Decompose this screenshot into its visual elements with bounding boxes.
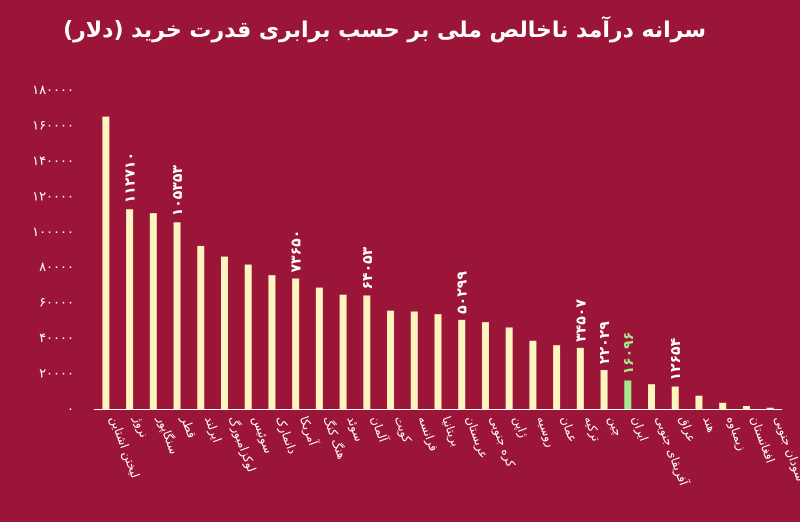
y-tick-label: ۰: [67, 402, 74, 417]
bar: [268, 275, 276, 409]
bar: [410, 311, 418, 409]
x-tick-label: عراق: [675, 414, 698, 444]
chart-title: سرانه درآمد ناخالص ملی بر حسب برابری قدر…: [63, 18, 706, 43]
x-tick-label: هند: [700, 414, 719, 434]
data-label: ۷۳۶۵۰: [289, 230, 305, 273]
x-tick-label: هنگ کنگ: [321, 414, 349, 461]
x-tick-label: روسیه: [533, 414, 558, 449]
y-tick-label: ۱۶۰۰۰۰: [32, 118, 74, 133]
bar: [553, 345, 561, 409]
x-tick-label: سنگاپور: [153, 413, 181, 456]
bar: [458, 319, 466, 409]
x-tick-label: نروژ: [129, 413, 151, 439]
bar: [529, 340, 537, 409]
x-tick-label: قطر: [177, 413, 199, 440]
x-tick-label: آمریکا: [296, 414, 322, 448]
x-tick-label: ایران: [628, 414, 651, 443]
data-label: ۶۴۰۵۳: [360, 246, 376, 289]
bar: [624, 380, 632, 409]
y-tick-label: ۱۰۰۰۰۰: [32, 225, 74, 240]
bar: [315, 287, 323, 409]
x-tick-label: آلمان: [368, 414, 391, 445]
bar: [766, 407, 774, 409]
bar: [339, 294, 347, 409]
x-tick-label: ترکیه: [581, 414, 604, 443]
bar: [742, 405, 750, 409]
bar: [387, 310, 395, 409]
y-tick-label: ۴۰۰۰۰: [39, 331, 74, 346]
bar: [600, 369, 608, 409]
bar: [220, 256, 228, 409]
y-tick-label: ۱۸۰۰۰۰: [32, 83, 74, 98]
bar: [719, 402, 727, 409]
x-tick-label: عمان: [558, 414, 580, 444]
bar: [481, 322, 489, 409]
data-label: ۳۴۵۰۷: [573, 299, 589, 342]
bar: [244, 264, 252, 409]
x-tick-label: سودان جنوبی: [770, 414, 800, 483]
bar: [197, 245, 205, 409]
x-tick-label: زیمباوه: [723, 414, 749, 453]
data-label: ۱۱۲۷۱۰: [123, 152, 139, 203]
y-tick-label: ۱۴۰۰۰۰: [32, 154, 74, 169]
bar: [149, 213, 157, 409]
x-tick-label: کویت: [391, 414, 414, 445]
data-label: ۲۲۰۲۹: [597, 321, 613, 364]
y-tick-label: ۸۰۰۰۰: [39, 260, 74, 275]
x-tick-label: چین: [604, 414, 625, 438]
bar: [173, 222, 181, 409]
data-label: ۱۲۶۵۴: [668, 337, 684, 380]
y-tick-label: ۶۰۰۰۰: [39, 296, 74, 311]
bar: [671, 386, 679, 409]
x-tick-label: ایرلند: [201, 414, 224, 444]
data-label: ۵۰۲۹۹: [455, 271, 471, 314]
bar: [292, 278, 300, 409]
bar: [126, 209, 134, 409]
bar: [102, 116, 110, 409]
y-tick-label: ۱۲۰۰۰۰: [32, 189, 74, 204]
data-label: ۱۶۰۹۶: [621, 332, 637, 375]
bar: [576, 347, 584, 409]
bar: [434, 314, 442, 409]
y-tick-label: ۲۰۰۰۰: [39, 367, 74, 382]
bar: [505, 327, 513, 409]
x-tick-label: سوئد: [343, 414, 366, 443]
x-tick-label: عربستان: [462, 414, 491, 460]
bar: [648, 384, 656, 409]
bar: [363, 295, 371, 409]
data-label: ۱۰۵۳۵۳: [170, 165, 186, 217]
x-tick-label: ژاپن: [509, 414, 531, 440]
bar: [695, 395, 703, 409]
x-tick-label: فرانسه: [415, 414, 441, 453]
x-tick-label: بریتانیا: [438, 414, 463, 448]
